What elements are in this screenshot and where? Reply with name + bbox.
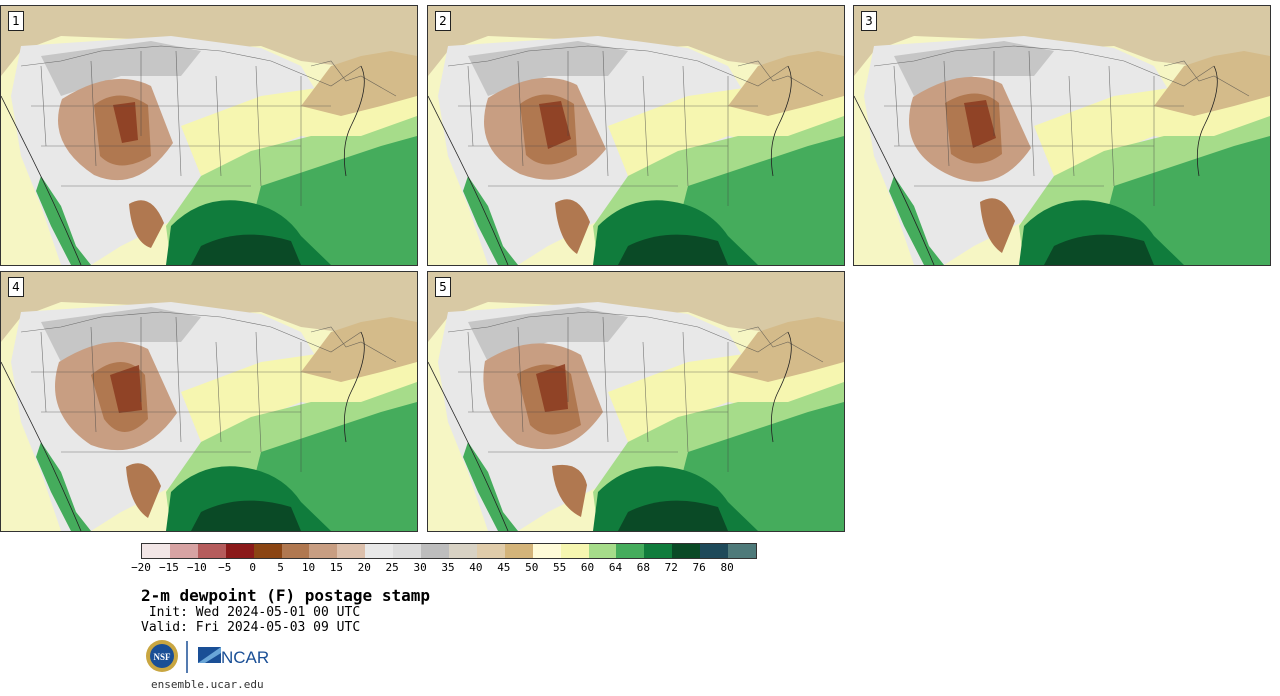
map-panel: 2: [427, 5, 845, 266]
member-label: 2: [435, 11, 451, 31]
colorbar-swatch: [281, 544, 310, 558]
colorbar-tick-label: 20: [357, 561, 371, 574]
colorbar-tick-label: 10: [301, 561, 316, 574]
colorbar-swatch: [421, 544, 449, 558]
colorbar-tick-label: 0: [249, 561, 256, 574]
figure-title: 2-m dewpoint (F) postage stamp: [141, 586, 430, 605]
colorbar-swatch: [616, 544, 645, 558]
colorbar-swatch: [225, 544, 254, 558]
colorbar-tick-label: 45: [497, 561, 511, 574]
colorbar-tick-label: 55: [553, 561, 567, 574]
map-panel: 5: [427, 271, 845, 532]
nsf-logo-icon: NSF: [146, 640, 178, 672]
member-label: 1: [8, 11, 24, 31]
colorbar-swatch: [337, 544, 366, 558]
colorbar-tick-label: 60: [580, 561, 595, 574]
colorbar-swatch: [532, 544, 561, 558]
colorbar-tick-label: −10: [186, 561, 207, 574]
colorbar-swatch: [728, 544, 756, 558]
nsf-logo-text: NSF: [153, 652, 171, 662]
colorbar-swatch: [560, 544, 589, 558]
map-panel: 4: [0, 271, 418, 532]
colorbar-swatch: [393, 544, 422, 558]
colorbar-swatch: [448, 544, 477, 558]
colorbar-tick-label: 30: [413, 561, 427, 574]
colorbar-tick-label: −5: [218, 561, 232, 574]
colorbar-swatch: [309, 544, 338, 558]
colorbar-tick-label: 50: [525, 561, 539, 574]
valid-time: Valid: Fri 2024-05-03 09 UTC: [141, 620, 361, 635]
colorbar-ticks: −20 −15 −10 −5 0 5 10 15 20 25 30 35 40 45 50 55 60 64 68 7…: [131, 561, 757, 575]
init-time: Init: Wed 2024-05-01 00 UTC: [141, 605, 361, 620]
ncar-logo-icon: NCAR: [198, 647, 269, 667]
map-panel: 3: [853, 5, 1271, 266]
footer-url: ensemble.ucar.edu: [151, 678, 264, 691]
colorbar-swatch: [197, 544, 226, 558]
ncar-logo-text: NCAR: [221, 648, 269, 667]
colorbar-tick-label: −20: [131, 561, 151, 574]
colorbar-tick-label: −15: [158, 561, 179, 574]
colorbar-tick-label: 40: [469, 561, 483, 574]
colorbar-tick-label: 80: [720, 561, 734, 574]
colorbar-swatch: [169, 544, 198, 558]
colorbar-swatch: [644, 544, 673, 558]
member-label: 4: [8, 277, 24, 297]
colorbar-tick-label: 72: [664, 561, 678, 574]
logos: NSF NCAR: [145, 639, 285, 675]
colorbar-swatch: [504, 544, 533, 558]
colorbar-swatch: [142, 544, 170, 558]
colorbar-tick-label: 76: [692, 561, 706, 574]
colorbar-swatch: [476, 544, 505, 558]
colorbar-swatch: [700, 544, 729, 558]
colorbar-tick-label: 68: [636, 561, 650, 574]
colorbar-swatch: [253, 544, 282, 558]
colorbar-swatch: [365, 544, 394, 558]
colorbar-swatch: [672, 544, 701, 558]
colorbar-tick-label: 64: [608, 561, 623, 574]
colorbar: [141, 543, 757, 559]
colorbar-tick-label: 35: [441, 561, 455, 574]
member-label: 5: [435, 277, 451, 297]
colorbar-tick-label: 25: [385, 561, 399, 574]
member-label: 3: [861, 11, 877, 31]
map-panel: 1: [0, 5, 418, 266]
colorbar-tick-label: 15: [329, 561, 343, 574]
colorbar-tick-label: 5: [277, 561, 284, 574]
colorbar-swatch: [588, 544, 617, 558]
